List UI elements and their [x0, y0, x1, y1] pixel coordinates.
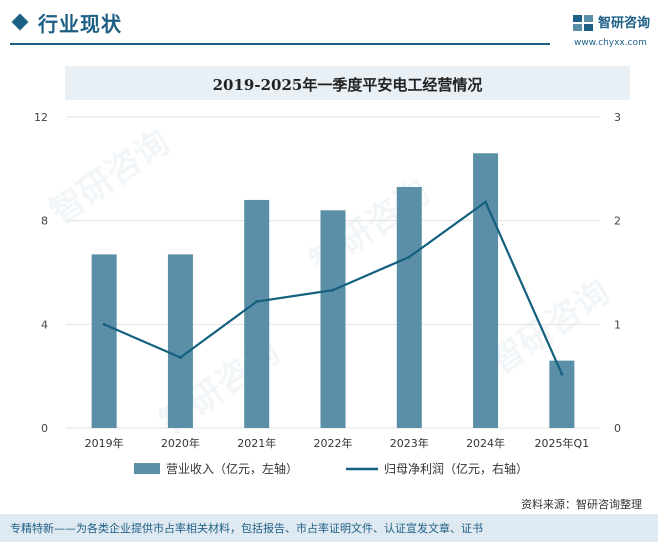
line-point [407, 255, 411, 259]
brand-logo-icon [573, 15, 593, 31]
legend-label-line: 归母净利润（亿元，右轴） [384, 461, 528, 476]
footer-note: 专精特新——为各类企业提供市占率相关材料，包括报告、市占率证明文件、认证宣发文章… [10, 522, 483, 535]
line-point [255, 300, 259, 304]
line-point [178, 356, 182, 360]
x-axis-tick-label: 2021年 [237, 436, 276, 450]
legend-swatch-bar [134, 463, 160, 474]
x-axis-tick-label: 2022年 [314, 436, 353, 450]
section-title: 行业现状 [38, 12, 122, 36]
bar [473, 153, 499, 429]
footer-bar: 专精特新——为各类企业提供市占率相关材料，包括报告、市占率证明文件、认证宣发文章… [0, 514, 658, 542]
right-axis-tick-label: 2 [614, 215, 621, 228]
x-axis-tick-label: 2019年 [85, 436, 124, 450]
brand-url: www.chyxx.com [574, 38, 647, 48]
bar [320, 210, 346, 428]
left-axis-tick-label: 0 [41, 422, 48, 435]
left-axis-tick-label: 4 [41, 318, 48, 331]
line-point [484, 200, 488, 204]
chart-title: 2019-2025年一季度平安电工经营情况 [212, 76, 483, 94]
x-axis-tick-label: 2023年 [390, 436, 429, 450]
left-axis-tick-label: 8 [41, 215, 48, 228]
line-point [331, 288, 335, 292]
bar [91, 254, 117, 428]
bar [244, 199, 270, 428]
header-divider [10, 43, 550, 45]
line-point [560, 372, 564, 376]
left-axis-tick-label: 12 [34, 111, 48, 124]
x-axis-tick-label: 2024年 [466, 436, 505, 450]
bar [396, 186, 422, 428]
right-axis-tick-label: 0 [614, 422, 621, 435]
right-axis-tick-label: 3 [614, 111, 621, 124]
x-axis-tick-label: 2025年Q1 [535, 436, 590, 450]
line-point [102, 322, 106, 326]
bar [549, 360, 575, 428]
legend-label-bar: 营业收入（亿元，左轴） [166, 461, 298, 476]
chart-title-band: 2019-2025年一季度平安电工经营情况 [65, 66, 630, 100]
source-note: 资料来源：智研咨询整理 [521, 498, 642, 511]
brand-name: 智研咨询 [598, 16, 651, 31]
bar [167, 254, 193, 428]
header: 行业现状 智研咨询 www.chyxx.com [0, 0, 658, 50]
x-axis-tick-label: 2020年 [161, 436, 200, 450]
right-axis-tick-label: 1 [614, 318, 621, 331]
